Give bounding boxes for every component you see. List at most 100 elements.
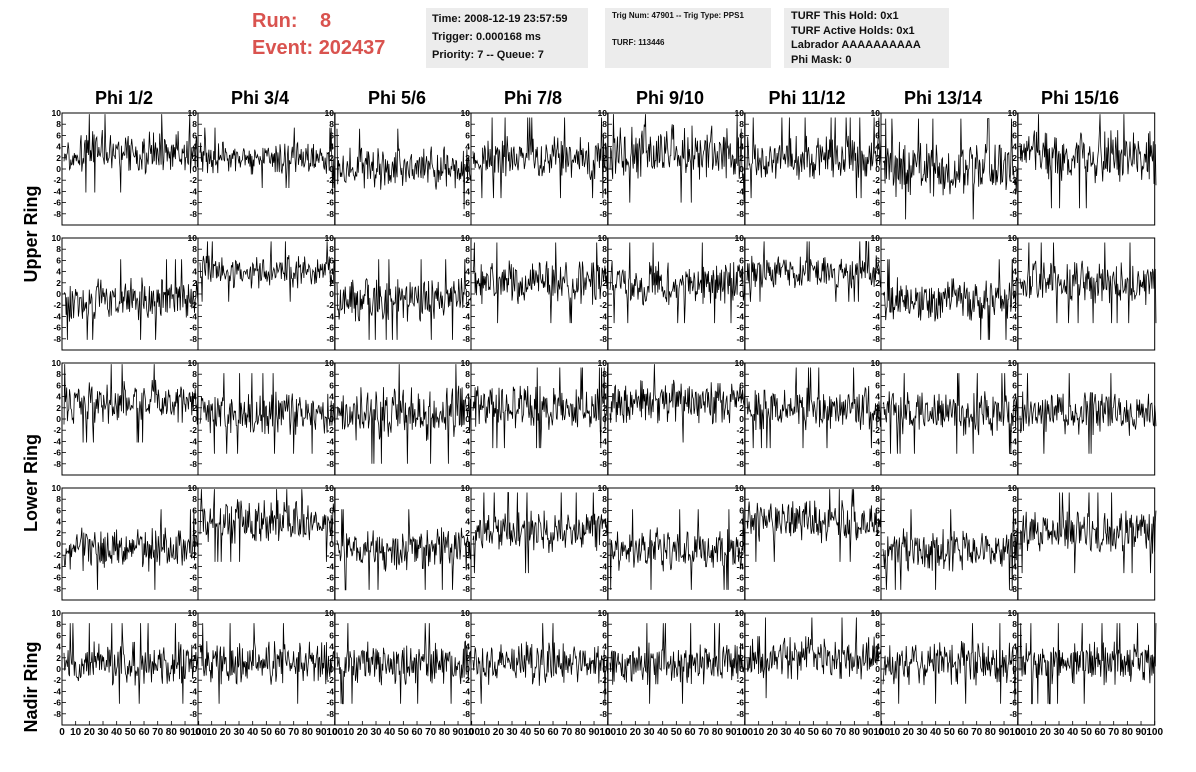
y-tick-label: 4 — [329, 392, 334, 402]
y-tick-label: -8 — [326, 459, 334, 469]
y-tick-label: 6 — [329, 255, 334, 265]
y-tick-label: 0 — [329, 539, 334, 549]
y-tick-label: -2 — [326, 425, 334, 435]
y-tick-label: -2 — [189, 675, 197, 685]
y-tick-label: 2 — [56, 528, 61, 538]
y-tick-label: 10 — [735, 108, 745, 118]
y-tick-label: -2 — [736, 675, 744, 685]
y-tick-label: -4 — [53, 436, 61, 446]
y-tick-label: 4 — [1012, 142, 1017, 152]
y-tick-label: 0 — [329, 164, 334, 174]
y-tick-label: 0 — [739, 289, 744, 299]
y-tick-label: 0 — [739, 664, 744, 674]
waveform-line — [746, 367, 884, 449]
y-tick-label: 8 — [602, 119, 607, 129]
x-tick-label: 30 — [780, 727, 792, 738]
y-tick-label: 4 — [1012, 267, 1017, 277]
waveform-line — [746, 117, 884, 199]
y-tick-label: 2 — [56, 403, 61, 413]
waveform-line — [882, 623, 1020, 704]
waveform-line — [472, 242, 610, 324]
y-tick-label: -6 — [1009, 198, 1017, 208]
y-tick-label: 10 — [188, 358, 198, 368]
x-tick-label: 90 — [588, 727, 600, 738]
col-header-4: Phi 7/8 — [503, 88, 563, 108]
y-tick-label: 10 — [52, 108, 62, 118]
y-tick-label: -8 — [189, 209, 197, 219]
y-tick-label: -8 — [462, 334, 470, 344]
x-tick-label: 40 — [794, 727, 806, 738]
x-tick-label: 100 — [1009, 727, 1026, 738]
x-tick-label: 0 — [742, 727, 748, 738]
x-tick-label: 70 — [152, 727, 164, 738]
y-tick-label: 6 — [465, 255, 470, 265]
y-tick-label: -6 — [1009, 323, 1017, 333]
x-tick-label: 30 — [506, 727, 518, 738]
x-tick-label: 100 — [463, 727, 480, 738]
y-tick-label: -4 — [326, 311, 334, 321]
y-tick-label: 6 — [192, 505, 197, 515]
y-tick-label: 0 — [465, 164, 470, 174]
y-tick-label: 10 — [871, 233, 881, 243]
y-tick-label: 6 — [739, 255, 744, 265]
y-tick-label: -4 — [1009, 186, 1017, 196]
y-tick-label: 10 — [188, 108, 198, 118]
y-tick-label: -4 — [326, 436, 334, 446]
y-tick-label: -8 — [326, 709, 334, 719]
y-tick-label: -8 — [189, 334, 197, 344]
x-tick-label: 60 — [547, 727, 559, 738]
x-tick-label: 80 — [575, 727, 587, 738]
y-tick-label: -6 — [599, 198, 607, 208]
y-tick-label: -8 — [53, 209, 61, 219]
waveform-line — [336, 509, 474, 591]
y-tick-label: -4 — [326, 561, 334, 571]
y-tick-label: 8 — [739, 494, 744, 504]
waveform-line — [1019, 242, 1157, 324]
y-tick-label: 4 — [875, 267, 880, 277]
y-tick-label: 6 — [329, 130, 334, 140]
waveform-line — [609, 509, 747, 590]
y-tick-label: 8 — [192, 619, 197, 629]
x-tick-label: 0 — [1015, 727, 1021, 738]
y-tick-label: -4 — [462, 311, 470, 321]
y-tick-label: 10 — [598, 233, 608, 243]
y-tick-label: 10 — [735, 608, 745, 618]
y-tick-label: -2 — [462, 175, 470, 185]
panel-frame — [61, 362, 200, 476]
y-tick-label: -6 — [53, 323, 61, 333]
x-tick-label: 70 — [835, 727, 847, 738]
y-tick-label: 2 — [192, 653, 197, 663]
y-tick-label: 2 — [739, 153, 744, 163]
y-tick-label: 4 — [192, 517, 197, 527]
y-tick-label: -2 — [599, 300, 607, 310]
y-tick-label: -6 — [53, 573, 61, 583]
y-tick-label: -8 — [326, 584, 334, 594]
y-tick-label: -2 — [189, 425, 197, 435]
y-tick-label: 10 — [1008, 108, 1018, 118]
y-tick-label: -2 — [736, 300, 744, 310]
y-tick-label: 6 — [192, 255, 197, 265]
y-tick-label: -4 — [189, 186, 197, 196]
y-tick-label: 0 — [1012, 414, 1017, 424]
waveform-line — [1019, 492, 1157, 574]
y-tick-label: 8 — [739, 119, 744, 129]
y-tick-label: -4 — [599, 561, 607, 571]
x-tick-label: 20 — [220, 727, 232, 738]
col-header-7: Phi 13/14 — [903, 88, 983, 108]
y-tick-label: -6 — [872, 698, 880, 708]
y-tick-label: 2 — [739, 278, 744, 288]
y-tick-label: -2 — [53, 175, 61, 185]
y-tick-label: -4 — [1009, 561, 1017, 571]
y-tick-label: -8 — [1009, 209, 1017, 219]
y-tick-label: 0 — [192, 664, 197, 674]
waveform-line — [336, 128, 474, 210]
waveform-line — [199, 623, 337, 704]
y-tick-label: 8 — [739, 619, 744, 629]
y-tick-label: 2 — [56, 653, 61, 663]
y-tick-label: 0 — [56, 164, 61, 174]
